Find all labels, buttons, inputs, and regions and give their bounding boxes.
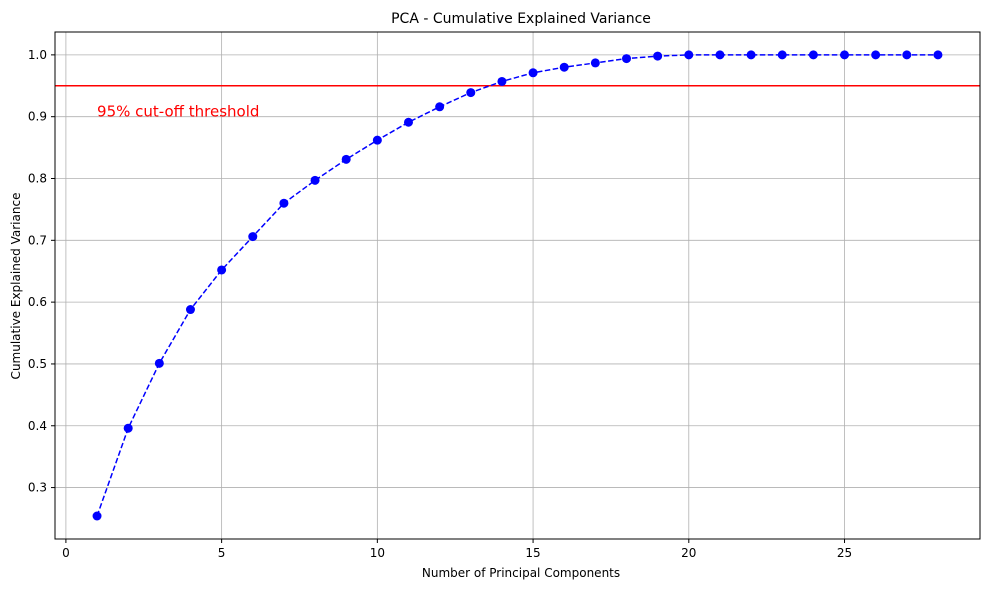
data-point [622,54,632,64]
data-point [154,358,164,368]
series-line [96,54,938,517]
plot-frame [54,31,981,540]
y-tick-label: 0.6 [28,295,47,309]
data-point [403,117,413,127]
y-tick-label: 0.5 [28,357,47,371]
threshold-label: 95% cut-off threshold [97,103,259,121]
data-point [902,50,912,60]
data-point [808,50,818,60]
data-point [653,51,663,61]
series-layer [92,50,943,521]
data-point [590,58,600,68]
data-point [715,50,725,60]
data-point [279,198,289,208]
data-point [217,265,227,275]
data-point [372,135,382,145]
data-point [185,305,195,315]
data-point [310,175,320,185]
data-point [933,50,943,60]
data-point [341,154,351,164]
data-point [840,50,850,60]
x-tick-label: 10 [370,546,385,560]
y-axis-title: Cumulative Explained Variance [9,193,23,380]
x-tick-label: 15 [525,546,540,560]
y-tick-label: 0.9 [28,110,47,124]
data-point [435,102,445,112]
data-point [528,68,538,78]
x-axis-title: Number of Principal Components [422,566,620,580]
data-point [684,50,694,60]
y-tick-label: 0.7 [28,233,47,247]
y-tick-label: 0.4 [28,419,47,433]
data-point [92,511,102,521]
x-tick-label: 5 [218,546,226,560]
x-tick-label: 25 [837,546,852,560]
x-axis-ticks: 0 5 10 15 20 25 [62,539,852,560]
data-point [746,50,756,60]
y-tick-label: 1.0 [28,48,47,62]
y-tick-label: 0.8 [28,171,47,185]
data-point [248,232,258,242]
data-point [559,62,569,72]
data-point [123,423,133,433]
x-tick-label: 0 [62,546,70,560]
data-point [466,88,476,98]
y-axis-ticks: 0.3 0.4 0.5 0.6 0.7 0.8 0.9 1.0 [28,48,55,495]
y-tick-label: 0.3 [28,481,47,495]
threshold-layer: 95% cut-off threshold [55,85,980,121]
data-point [871,50,881,60]
data-point [777,50,787,60]
x-tick-label: 20 [681,546,696,560]
chart-title: PCA - Cumulative Explained Variance [391,11,651,27]
data-point [497,76,507,86]
